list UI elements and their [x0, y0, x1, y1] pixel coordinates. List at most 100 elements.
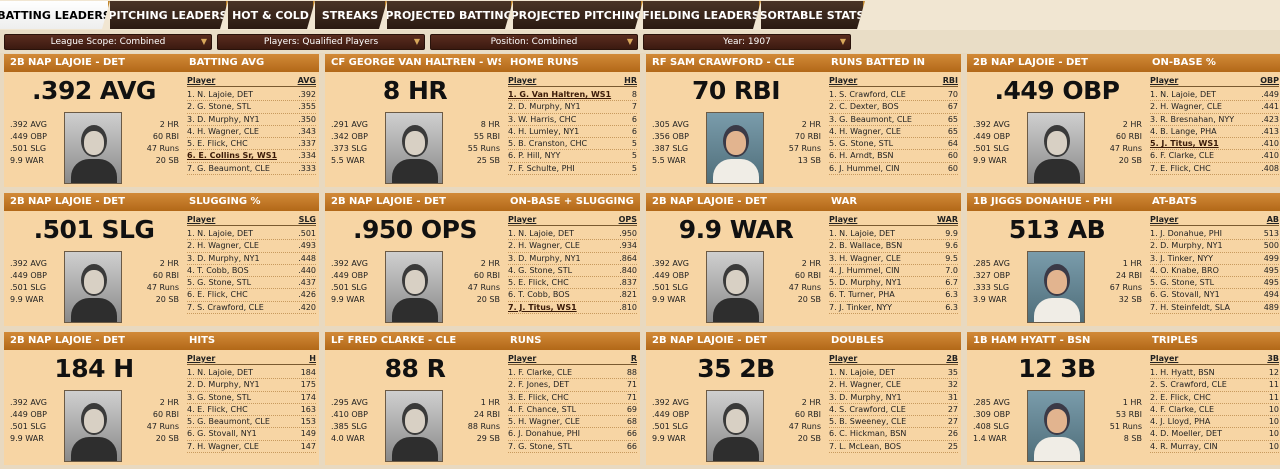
leader-name[interactable]: 7. G. Beaumont, CLE [187, 163, 270, 173]
leader-name[interactable]: 1. N. Lajoie, DET [187, 229, 254, 238]
leader-row[interactable]: 7. H. Steinfeldt, SLA 489 [1150, 302, 1279, 315]
leader-name[interactable]: 6. G. Stovall, NY1 [1150, 290, 1220, 300]
leader-row[interactable]: 2. D. Murphy, NY1 175 [187, 379, 316, 392]
leader-name[interactable]: 5. H. Wagner, CLE [508, 417, 580, 427]
leader-row[interactable]: 7. F. Schulte, PHI 5 [508, 163, 637, 176]
leader-name[interactable]: 1. J. Donahue, PHI [1150, 229, 1222, 238]
leader-row[interactable]: 5. G. Stone, STL .437 [187, 277, 316, 290]
leader-row[interactable]: 3. J. Tinker, NYY 499 [1150, 253, 1279, 265]
leader-row[interactable]: 5. G. Beaumont, CLE 153 [187, 416, 316, 429]
col-stat[interactable]: OPS [618, 215, 637, 224]
leader-name[interactable]: 7. E. Flick, CHC [1150, 163, 1211, 173]
leader-row[interactable]: 2. H. Wagner, CLE .934 [508, 240, 637, 253]
leader-row[interactable]: 6. T. Turner, PHA 6.3 [829, 289, 958, 302]
col-stat[interactable]: AB [1266, 215, 1279, 224]
leader-row[interactable]: 6. P. Hill, NYY 5 [508, 150, 637, 163]
player-photo[interactable] [1027, 251, 1085, 323]
position-dropdown[interactable]: Position: Combined ▼ [430, 34, 638, 50]
leader-name[interactable]: 4. E. Flick, CHC [187, 404, 248, 414]
leader-row[interactable]: 3. D. Murphy, NY1 .864 [508, 253, 637, 265]
leader-row[interactable]: 2. H. Wagner, CLE .441 [1150, 101, 1279, 114]
leader-name[interactable]: 2. F. Jones, DET [508, 380, 570, 390]
leader-card[interactable]: 2B NAP LAJOIE - DET ON-BASE + SLUGGING .95… [325, 193, 640, 326]
leader-row[interactable]: 7. H. Wagner, CLE 147 [187, 441, 316, 454]
leader-row[interactable]: 4. H. Wagner, CLE 65 [829, 126, 958, 139]
leader-name[interactable]: 6. G. Stovall, NY1 [187, 429, 257, 439]
player-photo[interactable] [385, 251, 443, 323]
leader-name[interactable]: 2. H. Wagner, CLE [829, 380, 901, 390]
leader-name[interactable]: 5. G. Beaumont, CLE [187, 417, 270, 427]
leader-name[interactable]: 1. F. Clarke, CLE [508, 368, 573, 377]
leader-name[interactable]: 2. E. Flick, CHC [1150, 392, 1211, 402]
leader-row[interactable]: 4. F. Chance, STL 69 [508, 404, 637, 417]
leader-name[interactable]: 7. H. Steinfeldt, SLA [1150, 302, 1231, 312]
leader-name[interactable]: 2. S. Crawford, CLE [1150, 380, 1227, 390]
col-player[interactable]: Player [829, 76, 858, 85]
leader-name[interactable]: 3. E. Flick, CHC [508, 392, 569, 402]
leader-row[interactable]: 4. J. Hummel, CIN 7.0 [829, 265, 958, 278]
card-player-name[interactable]: CF GEORGE VAN HALTREN - WS1 [331, 57, 501, 68]
leader-row[interactable]: 7. J. Titus, WS1 .810 [508, 302, 637, 315]
card-player-name[interactable]: 2B NAP LAJOIE - DET [331, 196, 446, 207]
leader-row[interactable]: 1. J. Donahue, PHI 513 [1150, 228, 1279, 241]
leader-name[interactable]: 5. B. Sweeney, CLE [829, 417, 907, 427]
tab-batting-leaders[interactable]: BATTING LEADERS [0, 1, 110, 29]
leader-row[interactable]: 4. E. Flick, CHC 163 [187, 404, 316, 417]
leader-row[interactable]: 4. D. Moeller, DET 10 [1150, 428, 1279, 441]
leader-row[interactable]: 4. B. Lange, PHA .413 [1150, 126, 1279, 139]
card-player-name[interactable]: RF SAM CRAWFORD - CLE [652, 57, 795, 68]
col-player[interactable]: Player [508, 215, 537, 224]
col-stat[interactable]: 2B [946, 354, 958, 363]
leader-name[interactable]: 3. W. Harris, CHC [508, 114, 577, 124]
tab-hot-cold[interactable]: HOT & COLD [228, 1, 315, 29]
player-photo[interactable] [1027, 390, 1085, 462]
leader-name[interactable]: 4. J. Lloyd, PHA [1150, 417, 1211, 427]
col-stat[interactable]: WAR [937, 215, 958, 224]
player-photo[interactable] [706, 251, 764, 323]
leader-name[interactable]: 3. R. Bresnahan, NYY [1150, 114, 1235, 124]
card-player-name[interactable]: 2B NAP LAJOIE - DET [10, 57, 125, 68]
leader-name[interactable]: 3. D. Murphy, NY1 [187, 114, 260, 124]
leader-row[interactable]: 2. G. Stone, STL .355 [187, 101, 316, 114]
leader-row[interactable]: 1. S. Crawford, CLE 70 [829, 89, 958, 102]
leader-name[interactable]: 1. N. Lajoie, DET [187, 368, 254, 377]
leader-card[interactable]: 2B NAP LAJOIE - DET WAR 9.9 WAR .392 AVG 2 H… [646, 193, 961, 326]
year-dropdown[interactable]: Year: 1907 ▼ [643, 34, 851, 50]
leader-name[interactable]: 6. J. Hummel, CIN [829, 163, 900, 173]
card-player-name[interactable]: 1B HAM HYATT - BSN [973, 335, 1091, 346]
leader-row[interactable]: 5. D. Murphy, NY1 6.7 [829, 277, 958, 290]
leader-name[interactable]: 1. N. Lajoie, DET [1150, 90, 1217, 99]
col-player[interactable]: Player [508, 76, 537, 85]
leader-name[interactable]: 6. E. Flick, CHC [187, 290, 248, 300]
col-stat[interactable]: SLG [298, 215, 316, 224]
tab-projected-batting[interactable]: PROJECTED BATTING [387, 1, 513, 29]
tab-sortable-stats[interactable]: SORTABLE STATS [761, 1, 865, 29]
col-player[interactable]: Player [1150, 354, 1179, 363]
leader-name[interactable]: 4. H. Wagner, CLE [829, 126, 901, 136]
leader-name[interactable]: 7. S. Crawford, CLE [187, 302, 264, 312]
leader-row[interactable]: 2. F. Jones, DET 71 [508, 379, 637, 392]
leader-name[interactable]: 4. H. Wagner, CLE [187, 126, 259, 136]
leader-row[interactable]: 5. B. Sweeney, CLE 27 [829, 416, 958, 429]
leader-row[interactable]: 4. G. Stone, STL .840 [508, 265, 637, 278]
leader-name[interactable]: 3. G. Beaumont, CLE [829, 114, 912, 124]
leader-name[interactable]: 6. C. Hickman, BSN [829, 429, 907, 439]
leader-row[interactable]: 2. B. Wallace, BSN 9.6 [829, 240, 958, 253]
leader-row[interactable]: 3. W. Harris, CHC 6 [508, 114, 637, 126]
leader-name[interactable]: 3. G. Stone, STL [187, 392, 252, 402]
leader-name[interactable]: 5. G. Stone, STL [1150, 278, 1215, 288]
leader-name[interactable]: 1. N. Lajoie, DET [508, 229, 575, 238]
leader-row[interactable]: 5. G. Stone, STL 495 [1150, 277, 1279, 290]
leader-name[interactable]: 7. F. Schulte, PHI [508, 163, 575, 173]
leader-row[interactable]: 1. G. Van Haltren, WS1 8 [508, 89, 637, 102]
leader-card[interactable]: 2B NAP LAJOIE - DET ON-BASE % .449 OBP .392… [967, 54, 1280, 187]
leader-name[interactable]: 6. T. Turner, PHA [829, 290, 895, 300]
leader-name[interactable]: 5. E. Flick, CHC [187, 139, 248, 149]
leader-row[interactable]: 3. G. Stone, STL 174 [187, 392, 316, 404]
player-photo[interactable] [1027, 112, 1085, 184]
col-stat[interactable]: H [309, 354, 316, 363]
leader-row[interactable]: 7. E. Flick, CHC .408 [1150, 163, 1279, 176]
col-player[interactable]: Player [187, 76, 216, 85]
leader-name[interactable]: 4. H. Lumley, NY1 [508, 126, 580, 136]
leader-row[interactable]: 7. J. Tinker, NYY 6.3 [829, 302, 958, 315]
